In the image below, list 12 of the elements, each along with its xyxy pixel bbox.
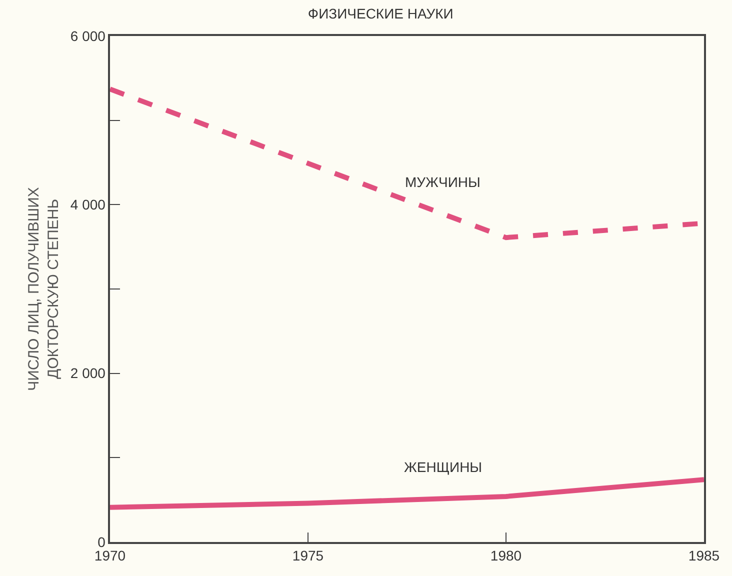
series-label: ЖЕНЩИНЫ xyxy=(404,459,482,475)
x-tick-label: 1975 xyxy=(292,548,324,564)
y-tick-label: 2 000 xyxy=(70,365,106,382)
chart-title: ФИЗИЧЕСКИЕ НАУКИ xyxy=(308,5,454,22)
x-tick-label: 1980 xyxy=(490,548,522,564)
series-label: МУЖЧИНЫ xyxy=(405,174,480,190)
y-axis-title: ЧИСЛО ЛИЦ, ПОЛУЧИВШИХ ДОКТОРСКУЮ СТЕПЕНЬ xyxy=(26,187,62,391)
y-tick-label: 0 xyxy=(98,534,106,550)
x-tick-label: 1970 xyxy=(94,548,126,564)
y-tick-label: 6 000 xyxy=(70,28,106,44)
y-tick-label: 4 000 xyxy=(70,196,106,213)
x-tick-label: 1985 xyxy=(688,548,720,564)
